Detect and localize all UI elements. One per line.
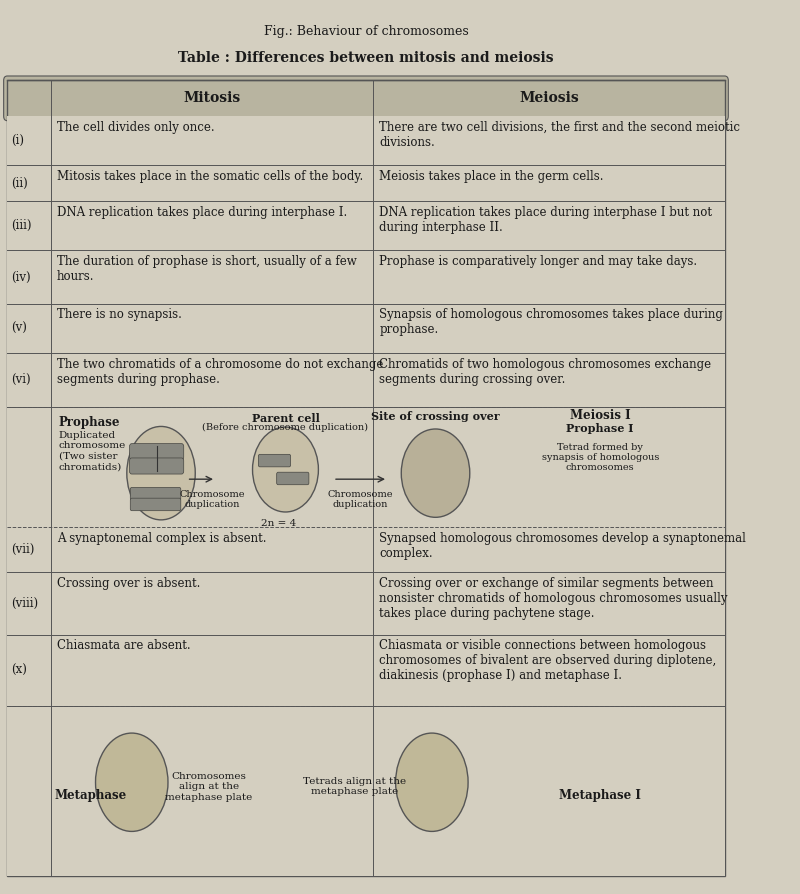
- Text: (iv): (iv): [11, 271, 30, 283]
- Bar: [7, 250, 725, 304]
- FancyBboxPatch shape: [4, 76, 728, 121]
- Text: There are two cell divisions, the first and the second meiotic
divisions.: There are two cell divisions, the first …: [379, 121, 740, 148]
- Ellipse shape: [127, 426, 195, 520]
- Text: Site of crossing over: Site of crossing over: [371, 411, 500, 422]
- FancyBboxPatch shape: [130, 458, 184, 474]
- Ellipse shape: [402, 429, 470, 518]
- Text: (viii): (viii): [11, 597, 38, 610]
- Text: Chromatids of two homologous chromosomes exchange
segments during crossing over.: Chromatids of two homologous chromosomes…: [379, 358, 711, 385]
- Text: Fig.: Behaviour of chromosomes: Fig.: Behaviour of chromosomes: [264, 25, 468, 38]
- Text: The cell divides only once.: The cell divides only once.: [57, 121, 214, 134]
- Text: DNA replication takes place during interphase I.: DNA replication takes place during inter…: [57, 206, 347, 219]
- Text: Prophase I: Prophase I: [566, 423, 634, 434]
- Text: Metaphase I: Metaphase I: [559, 789, 641, 802]
- Text: Crossing over is absent.: Crossing over is absent.: [57, 577, 201, 590]
- Text: Mitosis takes place in the somatic cells of the body.: Mitosis takes place in the somatic cells…: [57, 170, 363, 183]
- Text: Crossing over or exchange of similar segments between
nonsister chromatids of ho: Crossing over or exchange of similar seg…: [379, 577, 728, 620]
- Text: Meiosis takes place in the germ cells.: Meiosis takes place in the germ cells.: [379, 170, 604, 183]
- Text: Chiasmata are absent.: Chiasmata are absent.: [57, 639, 190, 653]
- Text: There is no synapsis.: There is no synapsis.: [57, 308, 182, 322]
- Text: Synapsis of homologous chromosomes takes place during
prophase.: Synapsis of homologous chromosomes takes…: [379, 308, 723, 336]
- Bar: [7, 304, 725, 353]
- Text: Table : Differences between mitosis and meiosis: Table : Differences between mitosis and …: [178, 51, 554, 65]
- FancyBboxPatch shape: [130, 487, 181, 500]
- Text: Chiasmata or visible connections between homologous
chromosomes of bivalent are : Chiasmata or visible connections between…: [379, 639, 717, 682]
- Ellipse shape: [396, 733, 468, 831]
- Bar: [7, 353, 725, 407]
- Bar: [7, 572, 725, 635]
- Text: (vii): (vii): [11, 544, 34, 556]
- Text: (iii): (iii): [11, 219, 31, 232]
- Text: (i): (i): [11, 134, 24, 148]
- Text: Meiosis I: Meiosis I: [570, 409, 630, 423]
- Bar: [7, 201, 725, 250]
- Bar: [7, 635, 725, 706]
- Text: Metaphase: Metaphase: [55, 789, 127, 802]
- Text: Duplicated
chromosome
(Two sister
chromatids): Duplicated chromosome (Two sister chroma…: [58, 431, 126, 471]
- Text: Parent cell: Parent cell: [251, 413, 319, 424]
- Text: The two chromatids of a chromosome do not exchange
segments during prophase.: The two chromatids of a chromosome do no…: [57, 358, 383, 385]
- Text: Mitosis: Mitosis: [184, 91, 241, 105]
- Ellipse shape: [95, 733, 168, 831]
- Bar: [7, 80, 725, 876]
- Text: (vi): (vi): [11, 374, 30, 386]
- Bar: [7, 407, 725, 527]
- Text: Chromosome
duplication: Chromosome duplication: [179, 490, 245, 510]
- Bar: [7, 116, 725, 165]
- Text: Tetrad formed by
synapsis of homologous
chromosomes: Tetrad formed by synapsis of homologous …: [542, 443, 659, 472]
- Text: Meiosis: Meiosis: [519, 91, 579, 105]
- Text: (x): (x): [11, 664, 27, 677]
- Ellipse shape: [253, 427, 318, 512]
- Text: Chromosomes
align at the
metaphase plate: Chromosomes align at the metaphase plate: [165, 772, 252, 802]
- Text: Chromosome
duplication: Chromosome duplication: [327, 490, 393, 510]
- Text: A synaptonemal complex is absent.: A synaptonemal complex is absent.: [57, 532, 266, 545]
- FancyBboxPatch shape: [130, 498, 181, 510]
- Text: The duration of prophase is short, usually of a few
hours.: The duration of prophase is short, usual…: [57, 255, 357, 283]
- Text: (ii): (ii): [11, 177, 28, 190]
- Text: DNA replication takes place during interphase I but not
during interphase II.: DNA replication takes place during inter…: [379, 206, 712, 233]
- Text: Prophase: Prophase: [58, 416, 120, 429]
- Text: (Before chromosome duplication): (Before chromosome duplication): [202, 423, 369, 432]
- Text: (v): (v): [11, 322, 27, 335]
- FancyBboxPatch shape: [130, 443, 184, 460]
- Text: 2n = 4: 2n = 4: [261, 519, 296, 527]
- Bar: [7, 706, 725, 876]
- Bar: [7, 165, 725, 201]
- Text: Synapsed homologous chromosomes develop a synaptonemal
complex.: Synapsed homologous chromosomes develop …: [379, 532, 746, 560]
- FancyBboxPatch shape: [277, 472, 309, 485]
- Bar: [7, 527, 725, 572]
- FancyBboxPatch shape: [258, 454, 290, 467]
- Text: Tetrads align at the
metaphase plate: Tetrads align at the metaphase plate: [303, 777, 406, 797]
- Text: Prophase is comparatively longer and may take days.: Prophase is comparatively longer and may…: [379, 255, 698, 268]
